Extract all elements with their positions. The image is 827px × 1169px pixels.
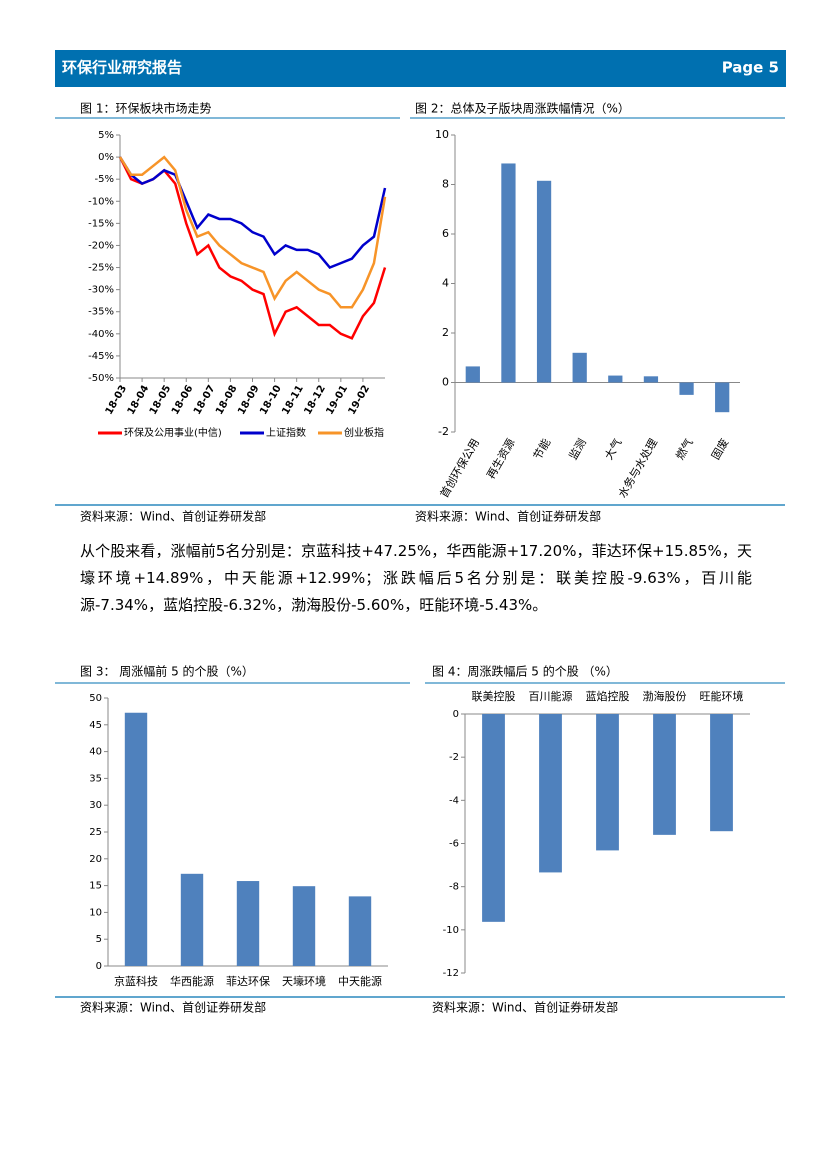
y-tick-label: 6 bbox=[442, 227, 449, 240]
legend-label: 环保及公用事业(中信) bbox=[124, 426, 222, 439]
x-tick-label: 京蓝科技 bbox=[114, 974, 158, 988]
y-tick-label: 5% bbox=[98, 130, 114, 141]
series-line bbox=[118, 156, 387, 340]
x-tick-label: 首创环保公用 bbox=[437, 436, 482, 500]
bar bbox=[482, 714, 505, 922]
y-tick-label: 10 bbox=[435, 128, 449, 141]
bar bbox=[465, 366, 480, 383]
source-note: 资料来源：Wind、首创证券研发部 bbox=[415, 509, 601, 524]
bar bbox=[596, 714, 619, 851]
series-line bbox=[118, 155, 387, 309]
y-tick-label: -50% bbox=[88, 373, 114, 384]
y-tick-label: 5 bbox=[96, 934, 102, 945]
x-tick-label: 监测 bbox=[567, 437, 589, 463]
bar bbox=[536, 180, 552, 383]
figure-caption: 图 1：环保板块市场走势 bbox=[80, 101, 211, 116]
y-tick-label: 4 bbox=[442, 277, 449, 290]
y-tick-label: 0% bbox=[98, 152, 114, 163]
bar bbox=[715, 382, 730, 413]
y-tick-label: -20% bbox=[88, 240, 114, 251]
figure-caption: 图 4：周涨跌幅后 5 的个股 （%） bbox=[432, 664, 618, 679]
y-tick-label: -2 bbox=[449, 752, 459, 763]
x-tick-label: 燃气 bbox=[673, 436, 696, 462]
y-tick-label: 0 bbox=[442, 376, 449, 389]
y-tick-label: -15% bbox=[88, 218, 114, 229]
x-tick-label: 中天能源 bbox=[338, 974, 382, 988]
x-tick-label: 旺能环境 bbox=[700, 689, 744, 703]
bar bbox=[124, 712, 148, 966]
y-tick-label: 8 bbox=[442, 178, 449, 191]
x-tick-label: 大气 bbox=[601, 436, 624, 462]
bar bbox=[292, 886, 316, 966]
source-note: 资料来源：Wind、首创证券研发部 bbox=[80, 509, 266, 524]
y-tick-label: -5% bbox=[95, 174, 114, 185]
bar bbox=[710, 714, 733, 832]
y-tick-label: 2 bbox=[442, 326, 449, 339]
x-tick-label: 渤海股份 bbox=[643, 689, 687, 703]
header-title: 环保行业研究报告 bbox=[62, 59, 182, 77]
y-tick-label: 0 bbox=[96, 961, 102, 972]
figure-caption: 图 3： 周涨幅前 5 的个股（%） bbox=[80, 664, 254, 679]
y-tick-label: 15 bbox=[89, 881, 102, 892]
bar bbox=[653, 714, 676, 835]
y-tick-label: -30% bbox=[88, 285, 114, 296]
bar bbox=[180, 873, 204, 966]
bar bbox=[572, 352, 587, 383]
y-tick-label: -10% bbox=[88, 196, 114, 207]
y-tick-label: 25 bbox=[89, 827, 102, 838]
y-tick-label: -2 bbox=[438, 425, 449, 438]
x-tick-label: 再生资源 bbox=[484, 436, 518, 481]
paragraph: 从个股来看，涨幅前5名分别是：京蓝科技+47.25%，华西能源+17.20%，菲… bbox=[80, 542, 752, 614]
bar bbox=[348, 896, 372, 966]
x-tick-label: 华西能源 bbox=[170, 974, 214, 988]
x-tick-label: 固废 bbox=[708, 436, 731, 462]
y-tick-label: -25% bbox=[88, 263, 114, 274]
x-tick-label: 菲达环保 bbox=[226, 974, 270, 988]
y-tick-label: -45% bbox=[88, 351, 114, 362]
y-tick-label: -6 bbox=[449, 839, 459, 850]
x-tick-label: 联美控股 bbox=[472, 689, 516, 703]
header-band bbox=[55, 50, 786, 87]
y-tick-label: -35% bbox=[88, 307, 114, 318]
y-tick-label: 45 bbox=[89, 720, 102, 731]
y-tick-label: 40 bbox=[89, 747, 102, 758]
y-tick-label: -8 bbox=[449, 882, 459, 893]
y-tick-label: 20 bbox=[89, 854, 102, 865]
bar bbox=[608, 375, 623, 383]
source-note: 资料来源：Wind、首创证券研发部 bbox=[432, 1000, 618, 1015]
bar bbox=[539, 714, 562, 873]
source-note: 资料来源：Wind、首创证券研发部 bbox=[80, 1000, 266, 1015]
x-tick-label: 蓝焰控股 bbox=[586, 689, 630, 703]
x-tick-label: 19-02 bbox=[347, 383, 373, 416]
figure-caption: 图 2：总体及子版块周涨跌幅情况（%） bbox=[415, 101, 630, 116]
y-tick-label: 0 bbox=[453, 709, 459, 720]
series-line bbox=[118, 156, 387, 270]
y-tick-label: -40% bbox=[88, 329, 114, 340]
y-tick-label: 35 bbox=[89, 773, 102, 784]
x-tick-label: 百川能源 bbox=[529, 689, 573, 703]
x-tick-label: 天壕环境 bbox=[282, 974, 326, 988]
legend-label: 创业板指 bbox=[344, 426, 384, 439]
y-tick-label: -12 bbox=[443, 968, 459, 979]
bar bbox=[236, 881, 260, 966]
bar bbox=[679, 382, 694, 395]
page-number: Page 5 bbox=[722, 59, 779, 77]
y-tick-label: -10 bbox=[443, 925, 459, 936]
legend-label: 上证指数 bbox=[266, 426, 306, 439]
y-tick-label: 10 bbox=[89, 907, 102, 918]
bar bbox=[643, 376, 659, 383]
y-tick-label: 50 bbox=[89, 693, 102, 704]
x-tick-label: 节能 bbox=[530, 436, 553, 462]
bar bbox=[501, 163, 516, 383]
y-tick-label: 30 bbox=[89, 800, 102, 811]
y-tick-label: -4 bbox=[449, 795, 459, 806]
